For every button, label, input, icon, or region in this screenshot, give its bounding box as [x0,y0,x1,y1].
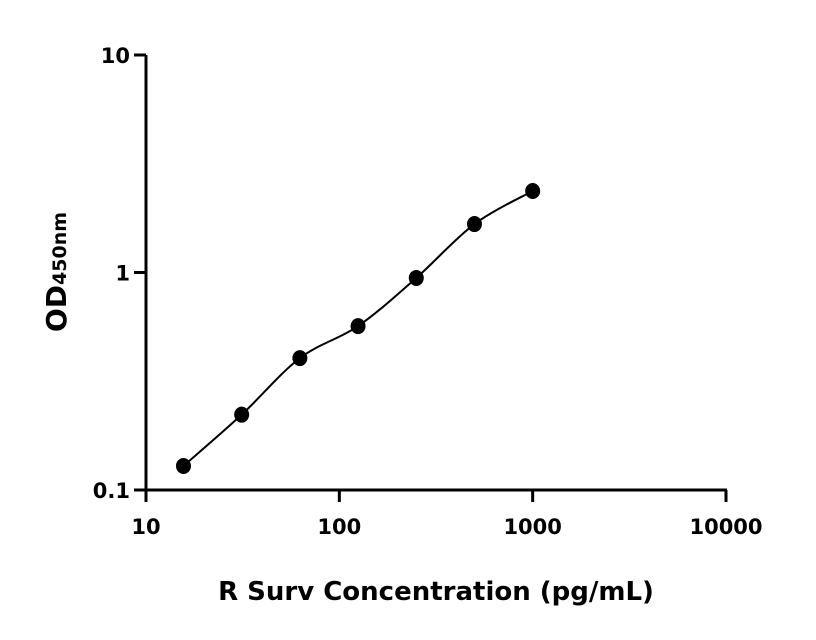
data-point [350,318,366,335]
data-point [234,406,250,423]
data-point [292,350,308,367]
y-axis-label-subscript: 450nm [49,212,71,285]
y-tick-label: 10 [101,44,130,68]
ticks: 10 100 1000 10000 0.1 1 10 [93,44,763,539]
y-axis-label: OD450nm [40,212,73,332]
y-tick-label: 1 [115,262,130,286]
axes [144,55,727,492]
x-tick-label: 1000 [503,515,561,539]
x-tick-label: 10000 [689,515,762,539]
y-tick-label: 0.1 [93,479,130,503]
data-points [175,182,541,474]
data-point [466,216,482,233]
x-tick-label: 10 [131,515,160,539]
data-point [525,182,541,199]
x-axis-label: R Surv Concentration (pg/mL) [218,577,654,607]
x-tick-label: 100 [317,515,361,539]
data-point [175,457,191,474]
data-point [408,269,424,286]
